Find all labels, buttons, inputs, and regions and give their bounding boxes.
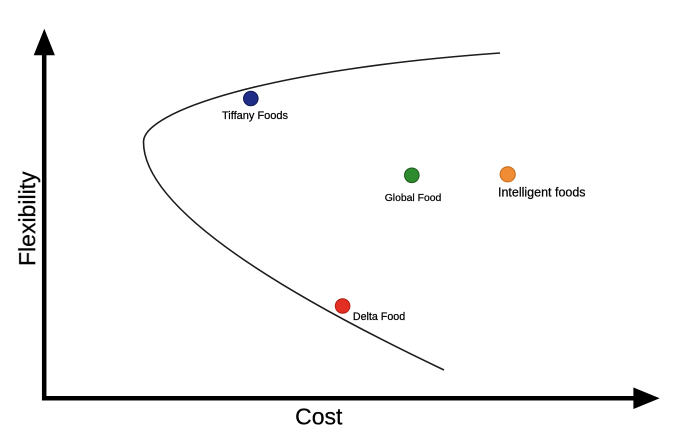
svg-text:Delta Food: Delta Food: [353, 311, 405, 323]
svg-text:Intelligent foods: Intelligent foods: [498, 186, 586, 200]
svg-text:Flexibility: Flexibility: [14, 171, 40, 266]
svg-text:Global Food: Global Food: [385, 193, 442, 204]
svg-text:Cost: Cost: [295, 404, 343, 430]
svg-text:Tiffany Foods: Tiffany Foods: [222, 110, 289, 122]
